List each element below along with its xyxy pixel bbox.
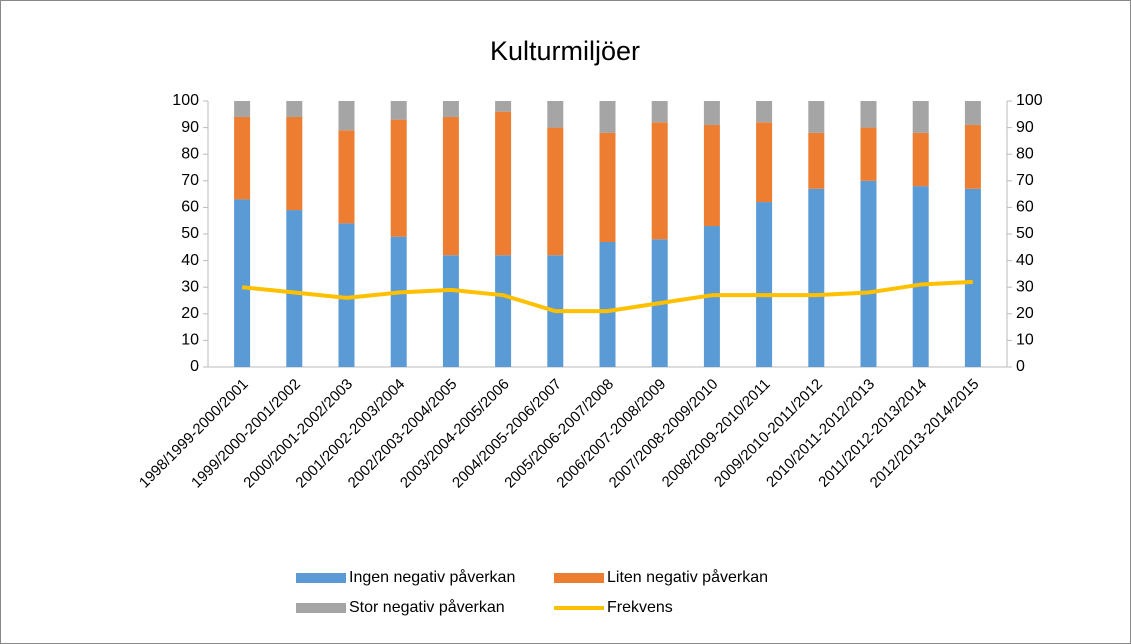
bar-segment (338, 130, 355, 224)
y-tick-label: 40 (181, 252, 199, 269)
y-tick-label: 20 (181, 305, 199, 322)
y-tick-label: 10 (181, 332, 199, 349)
bar-segment (964, 124, 981, 189)
y-tick-label: 60 (181, 199, 199, 216)
bar-segment (547, 127, 564, 256)
bar-segment (234, 116, 251, 200)
bar-segment (756, 202, 773, 367)
y-tick-label: 80 (181, 145, 199, 162)
bar-segment (599, 132, 616, 242)
bar-segment (756, 122, 773, 203)
bar-segment (964, 101, 981, 125)
bar-segment (442, 101, 459, 117)
y2-tick-label: 70 (1016, 172, 1034, 189)
legend-swatch (554, 573, 604, 583)
bar-segment (234, 199, 251, 367)
bar-segment (964, 188, 981, 367)
bar-segment (495, 101, 512, 112)
bar-segment (651, 101, 668, 123)
y-tick-label: 90 (181, 119, 199, 136)
y2-tick-label: 0 (1016, 358, 1025, 375)
bar-segment (338, 223, 355, 367)
bar-segment (286, 116, 303, 211)
bar-segment (860, 101, 877, 128)
bar-segment (338, 101, 355, 131)
y2-tick-label: 20 (1016, 305, 1034, 322)
bar-segment (495, 111, 512, 256)
bar-segment (390, 101, 407, 120)
bar-segment (390, 236, 407, 367)
bar-segment (808, 132, 825, 189)
bar-segment (390, 119, 407, 237)
y2-tick-label: 80 (1016, 145, 1034, 162)
y2-tick-label: 50 (1016, 225, 1034, 242)
y2-tick-label: 10 (1016, 332, 1034, 349)
bar-segment (912, 186, 929, 367)
bar-segment (912, 101, 929, 133)
bar-segment (860, 180, 877, 367)
legend-label: Ingen negativ påverkan (349, 568, 515, 586)
line-series (241, 279, 974, 314)
legend-swatch (296, 603, 346, 613)
y2-tick-label: 100 (1016, 92, 1043, 109)
y-tick-label: 50 (181, 225, 199, 242)
y2-tick-label: 90 (1016, 119, 1034, 136)
y2-tick-label: 30 (1016, 278, 1034, 295)
bar-segment (703, 124, 720, 227)
y-tick-label: 0 (190, 358, 199, 375)
bar-segment (651, 122, 668, 240)
bar-segment (912, 132, 929, 187)
bar-segment (547, 101, 564, 128)
y-tick-label: 70 (181, 172, 199, 189)
bar-segment (599, 101, 616, 133)
bar-segment (286, 210, 303, 367)
bar-segment (756, 101, 773, 123)
chart-title: Kulturmiljöer (490, 36, 640, 66)
bar-segment (808, 188, 825, 367)
y2-tick-label: 40 (1016, 252, 1034, 269)
legend-label: Frekvens (607, 599, 673, 616)
y-tick-label: 100 (172, 92, 199, 109)
legend-label: Stor negativ påverkan (349, 598, 505, 616)
y2-tick-label: 60 (1016, 199, 1034, 216)
bar-segment (286, 101, 303, 117)
legend-label: Liten negativ påverkan (607, 568, 768, 586)
bar-segment (495, 255, 512, 367)
bar-segment (234, 101, 251, 117)
bar-segment (860, 127, 877, 181)
y-tick-label: 30 (181, 278, 199, 295)
bar-segment (703, 101, 720, 125)
bar-segment (442, 255, 459, 367)
bar-segment (599, 241, 616, 367)
bar-segment (808, 101, 825, 133)
legend-swatch (296, 573, 346, 583)
bar-segment (442, 116, 459, 256)
